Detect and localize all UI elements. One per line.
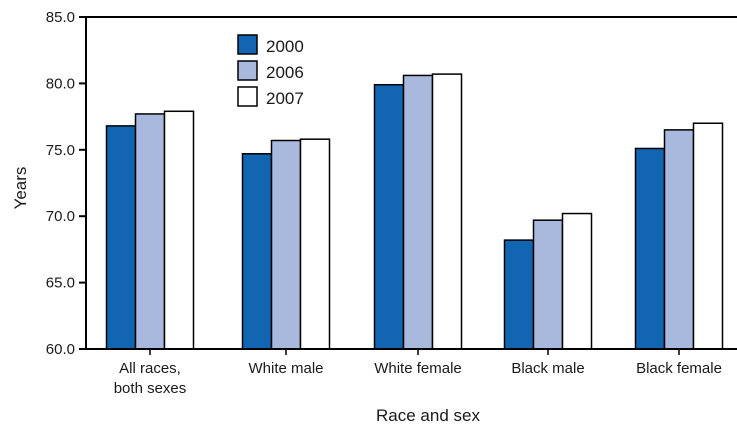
bar-2007-cat-3 (561, 212, 593, 350)
legend-swatch-2007 (237, 86, 258, 107)
y-tick-label: 85.0 (46, 9, 75, 26)
legend-label-2007: 2007 (266, 89, 304, 108)
bar-2006-cat-4 (663, 129, 695, 350)
bar-2006-cat-0 (134, 113, 166, 350)
legend-label-2006: 2006 (266, 63, 304, 82)
bars-group (105, 73, 724, 355)
legend: 2000 2006 2007 (237, 34, 304, 108)
bar-2006-cat-1 (270, 139, 302, 350)
bar-2000-cat-4 (634, 147, 666, 350)
x-category-label: White female (374, 360, 462, 377)
legend-swatch-2006 (237, 60, 258, 81)
y-ticks-group: 60.0 65.0 70.0 75.0 80.0 85.0 (46, 9, 86, 358)
y-tick-label: 80.0 (46, 75, 75, 92)
legend-swatch-2000 (237, 34, 258, 55)
y-tick-label: 60.0 (46, 341, 75, 358)
bar-2000-cat-2 (373, 83, 405, 350)
bar-2006-cat-3 (532, 219, 564, 350)
bar-2006-cat-2 (402, 74, 434, 350)
x-category-labels-group: All races, both sexes White male White fema… (114, 360, 722, 397)
x-category-label: Black male (511, 360, 584, 377)
bar-2007-cat-1 (299, 138, 331, 350)
bar-2000-cat-3 (503, 239, 535, 350)
y-tick-label: 70.0 (46, 208, 75, 225)
y-tick-label: 65.0 (46, 275, 75, 292)
bar-2007-cat-4 (692, 122, 724, 350)
x-category-label: All races, (119, 360, 181, 377)
x-axis-title: Race and sex (376, 406, 480, 425)
legend-label-2000: 2000 (266, 37, 304, 56)
y-axis-title: Years (11, 167, 30, 210)
y-tick-label: 75.0 (46, 142, 75, 159)
x-category-label: Black female (636, 360, 722, 377)
axes-group (85, 16, 737, 350)
bar-2000-cat-0 (105, 125, 137, 350)
x-category-label: White male (248, 360, 323, 377)
bar-2007-cat-0 (163, 110, 195, 350)
x-category-label: both sexes (114, 380, 187, 397)
bar-2000-cat-1 (241, 153, 273, 350)
bar-2007-cat-2 (431, 73, 463, 350)
